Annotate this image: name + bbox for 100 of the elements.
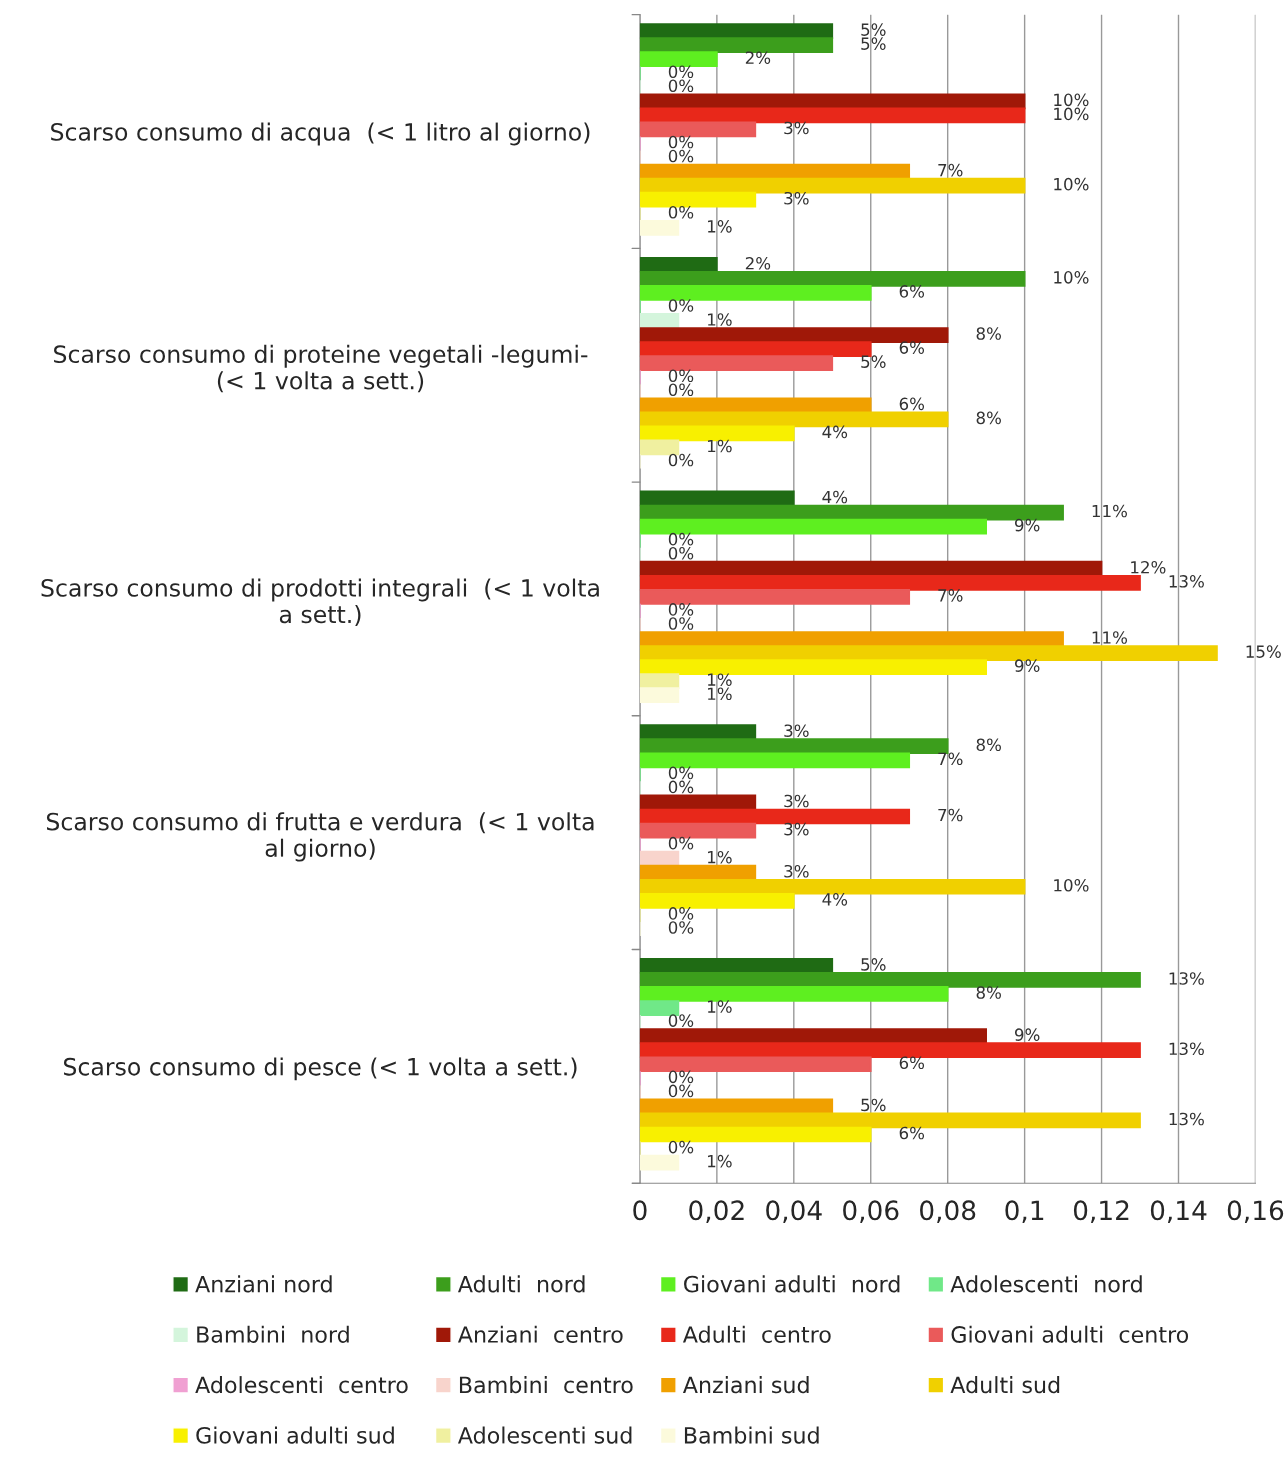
data-label: 5%	[861, 1098, 886, 1112]
legend-label: Bambini centro	[459, 1376, 633, 1394]
data-label: 3%	[784, 191, 809, 205]
data-label: 0%	[668, 1084, 694, 1098]
data-label: 3%	[784, 822, 809, 836]
legend-label: Anziani centro	[457, 1325, 623, 1343]
data-label: 1%	[708, 850, 732, 864]
data-label: 5%	[861, 958, 886, 971]
y-tick-label: Scarso consumo di pesce (< 1 volta a sett.)	[63, 1057, 577, 1081]
data-label: 2%	[745, 256, 771, 270]
data-label: 7%	[938, 589, 963, 602]
data-label: 3%	[784, 794, 809, 808]
x-tick-label: 0,02	[689, 1200, 744, 1223]
data-label: 0%	[668, 836, 694, 850]
data-label: 4%	[822, 425, 848, 439]
data-label: 0%	[668, 532, 694, 546]
x-tick-label: 0,08	[920, 1200, 976, 1223]
y-tick-label: Scarso consumo di prodotti integrali (< 1 volta a sett.)	[41, 578, 599, 627]
data-label: 8%	[976, 327, 1001, 340]
x-tick-label: 0	[633, 1200, 647, 1221]
data-label: 0%	[668, 79, 694, 93]
data-label: 5%	[861, 37, 886, 50]
data-label: 0%	[668, 149, 694, 163]
data-label: 8%	[976, 738, 1001, 752]
data-label: 8%	[976, 986, 1001, 999]
data-label: 0%	[668, 135, 694, 149]
legend-label: Giovani adulti nord	[684, 1275, 900, 1293]
y-tick-label: Scarso consumo di acqua (< 1 litro al giorno)	[51, 122, 590, 146]
data-label: 0%	[668, 65, 694, 79]
x-tick-label: 0,04	[766, 1200, 822, 1223]
data-label: 0%	[668, 383, 694, 397]
data-label: 4%	[822, 490, 848, 504]
legend-label: Giovani adulti centro	[951, 1325, 1189, 1343]
data-label: 10%	[1054, 177, 1089, 191]
data-label: 1%	[708, 1154, 732, 1168]
data-label: 9%	[1014, 518, 1040, 532]
data-label: 13%	[1169, 1112, 1204, 1126]
data-label: 1%	[708, 220, 732, 233]
legend-label: Adolescenti sud	[457, 1426, 632, 1444]
data-label: 0%	[668, 766, 694, 780]
data-label: 2%	[745, 51, 771, 64]
data-label: 10%	[1054, 878, 1089, 892]
data-label: 1%	[708, 687, 732, 701]
data-label: 10%	[1054, 107, 1089, 121]
y-tick-label: Scarso consumo di frutta e verdura (< 1 volta al giorno)	[46, 812, 594, 862]
data-label: 10%	[1054, 271, 1089, 284]
data-label: 13%	[1169, 1042, 1204, 1056]
data-label: 0%	[668, 907, 694, 920]
legend-label: Adolescenti centro	[195, 1376, 408, 1394]
data-label: 1%	[708, 673, 732, 686]
legend-label: Bambini sud	[684, 1426, 819, 1444]
data-label: 10%	[1054, 93, 1089, 107]
legend-label: Adulti nord	[457, 1275, 585, 1293]
data-label: 7%	[938, 163, 963, 177]
data-label: 13%	[1169, 972, 1204, 985]
data-label: 4%	[822, 893, 848, 906]
legend-label: Adulti sud	[950, 1376, 1060, 1394]
x-tick-label: 0,12	[1073, 1200, 1129, 1223]
legend-label: Adulti centro	[682, 1325, 831, 1343]
data-label: 9%	[1014, 659, 1040, 672]
data-label: 0%	[668, 1140, 694, 1154]
data-label: 7%	[938, 808, 963, 822]
y-tick-label: Scarso consumo di proteine vegetali -legumi- (< 1 volta a sett.)	[54, 344, 588, 393]
data-label: 0%	[668, 546, 694, 560]
data-label: 3%	[784, 864, 809, 878]
data-label: 12%	[1131, 560, 1166, 574]
x-tick-label: 0,16	[1227, 1200, 1284, 1223]
legend-label: Bambini nord	[197, 1325, 349, 1343]
data-label: 0%	[668, 617, 694, 630]
data-label: 9%	[1014, 1028, 1040, 1041]
legend-label: Anziani sud	[682, 1376, 809, 1394]
legend-label: Giovani adulti sud	[196, 1426, 394, 1444]
x-tick-label: 0,14	[1150, 1200, 1207, 1223]
x-tick-label: 0,1	[1005, 1200, 1044, 1223]
data-label: 6%	[899, 397, 925, 411]
data-label: 0%	[668, 780, 694, 794]
data-label: 8%	[976, 411, 1001, 425]
data-label: 0%	[668, 299, 694, 312]
x-tick-label: 0,06	[843, 1200, 899, 1223]
legend-label: Adolescenti nord	[950, 1275, 1142, 1293]
data-label: 0%	[668, 453, 694, 467]
data-label: 6%	[899, 1056, 925, 1070]
data-label: 0%	[668, 369, 694, 383]
data-label: 1%	[708, 313, 732, 326]
data-label: 3%	[784, 121, 809, 135]
data-label: 0%	[668, 921, 694, 934]
data-label: 3%	[784, 724, 809, 738]
data-label: 11%	[1092, 631, 1127, 644]
data-label: 15%	[1246, 645, 1281, 658]
data-label: 11%	[1092, 504, 1127, 518]
data-label: 0%	[668, 205, 694, 219]
data-label: 6%	[899, 1126, 925, 1140]
data-label: 0%	[668, 1014, 694, 1027]
data-label: 5%	[861, 23, 886, 36]
data-label: 6%	[899, 285, 925, 298]
data-label: 1%	[708, 439, 732, 453]
data-label: 13%	[1169, 575, 1204, 588]
data-label: 6%	[899, 341, 925, 354]
data-label: 5%	[861, 355, 886, 368]
data-label: 0%	[668, 603, 694, 616]
